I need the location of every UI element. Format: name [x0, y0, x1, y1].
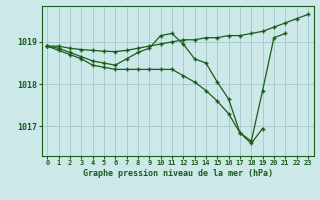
X-axis label: Graphe pression niveau de la mer (hPa): Graphe pression niveau de la mer (hPa): [83, 169, 273, 178]
